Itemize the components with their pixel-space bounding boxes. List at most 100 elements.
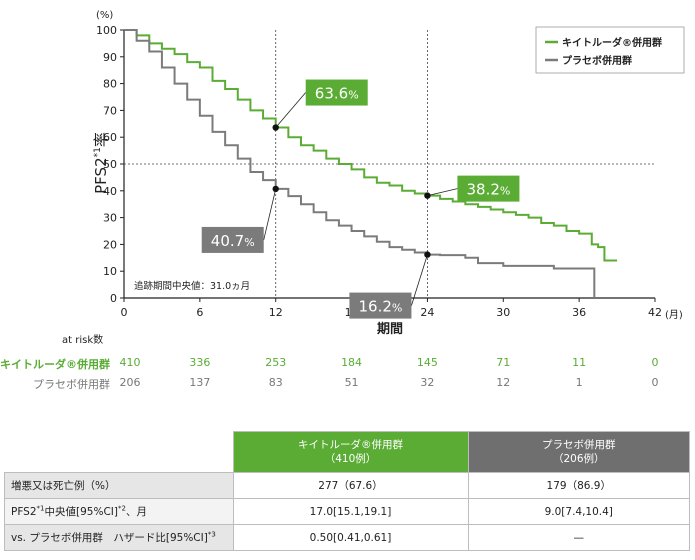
annotation-38-2-point [424, 192, 431, 199]
y-axis-title-end: 率 [92, 132, 110, 147]
annotation-16-2-pct: % [392, 302, 402, 315]
annotation-16-2-label: 16.2% [358, 298, 402, 316]
summary-row-hazard-label: vs. プラセボ併用群 ハザード比[95%CI]*3 [4, 524, 234, 551]
y-tick-label: 20 [103, 238, 117, 251]
annotation-16-2-point [424, 251, 431, 258]
y-tick-label: 60 [103, 131, 117, 144]
x-tick-label: 30 [496, 306, 510, 319]
at-risk-value: 51 [344, 376, 359, 389]
annotation-63-6-point [272, 124, 279, 131]
at-risk-value: 1 [575, 376, 583, 389]
pfs2-chart: PFS2*1率 (%) 期間 (月) 追跡期間中央値：31.0ヵ月 0 10 20 3… [92, 10, 685, 335]
summary-row-hazard: vs. プラセボ併用群 ハザード比[95%CI]*3 0.50[0.41,0.6… [4, 524, 690, 551]
annotation-40-7-point [272, 185, 279, 193]
at-risk-value: 253 [265, 356, 287, 369]
at-risk-value: 410 [119, 356, 141, 369]
summary-header-row: キイトルーダ®併用群 （410例） プラセボ併用群 （206例） [4, 431, 690, 473]
legend: キイトルーダ®併用群 プラセボ併用群 [535, 26, 685, 74]
summary-header-placebo-line1: プラセボ併用群 [542, 439, 616, 451]
summary-header-placebo: プラセボ併用群 （206例） [467, 431, 690, 473]
at-risk-value: 137 [189, 376, 211, 389]
annotation-38-2-value: 38.2 [466, 181, 499, 199]
series-lines [124, 29, 618, 298]
x-tick-label: 6 [196, 306, 203, 319]
at-risk-row-label: プラセボ併用群 [33, 378, 110, 391]
at-risk-value: 0 [651, 356, 659, 369]
at-risk-title: at risk数 [62, 335, 104, 346]
at-risk-value: 184 [341, 356, 363, 369]
annotation-40-7-box [201, 226, 264, 253]
summary-header-empty [4, 431, 234, 473]
summary-row-median-kytruda: 17.0[15.1,19.1] [232, 498, 469, 525]
x-unit-label: (月) [665, 309, 683, 321]
annotation-16-2-box [349, 292, 412, 319]
summary-row-events-kytruda: 277（67.6） [232, 472, 469, 499]
annotation-16-2-leader [411, 254, 428, 306]
summary-table: キイトルーダ®併用群 （410例） プラセボ併用群 （206例） 増悪又は死亡例… [4, 431, 690, 551]
summary-row-median: PFS2*1中央値[95%CI]*2、月 17.0[15.1,19.1] 9.0… [4, 498, 690, 525]
annotation-63-6-label: 63.6% [315, 85, 359, 103]
at-risk-value: 12 [496, 376, 511, 389]
annotation-40-7-leader [263, 188, 277, 241]
at-risk-row-placebo: プラセボ併用群 206 137 83 51 32 12 1 0 [0, 376, 695, 392]
annotations: 63.6%40.7%38.2%16.2% [201, 79, 520, 319]
at-risk-value: 0 [651, 376, 659, 389]
at-risk-value: 32 [420, 376, 435, 389]
summary-row-events: 増悪又は死亡例（%） 277（67.6） 179（86.9） [4, 472, 690, 499]
summary-header-kytruda-line1: キイトルーダ®併用群 [298, 439, 403, 451]
at-risk-row-kytruda: キイトルーダ®併用群 410 336 253 184 145 71 11 0 [0, 356, 695, 372]
summary-header-kytruda-line2: （410例） [324, 453, 377, 465]
annotation-38-2-pct: % [500, 185, 510, 198]
x-tick-label: 42 [648, 306, 662, 319]
annotation-38-2-box [457, 175, 520, 202]
ticks: 010203040506070809010006121824303642 [96, 24, 662, 319]
y-tick-label: 90 [103, 51, 117, 64]
annotation-63-6-value: 63.6 [315, 85, 348, 103]
reference-lines [124, 30, 655, 298]
summary-row-hazard-placebo: — [467, 524, 690, 551]
at-risk-value: 71 [496, 356, 511, 369]
x-tick-label: 0 [121, 306, 128, 319]
y-tick-label: 80 [103, 78, 117, 91]
y-tick-label: 30 [103, 212, 117, 225]
annotation-63-6-pct: % [348, 89, 358, 102]
annotation-63-6-box [305, 79, 368, 106]
at-risk-value: 83 [268, 376, 283, 389]
x-tick-label: 36 [572, 306, 586, 319]
y-unit-label: (%) [96, 10, 113, 21]
y-tick-label: 70 [103, 104, 117, 117]
at-risk-row-label: キイトルーダ®併用群 [0, 358, 110, 371]
series-line-kytruda [124, 29, 618, 262]
annotation-40-7-label: 40.7% [211, 232, 255, 250]
annotation-38-2-leader [427, 188, 458, 197]
at-risk-value: 145 [416, 356, 438, 369]
at-risk-value: 336 [189, 356, 211, 369]
summary-row-events-label: 増悪又は死亡例（%） [4, 472, 234, 499]
series-line-placebo [124, 29, 596, 298]
annotation-16-2-value: 16.2 [358, 298, 391, 316]
x-tick-label: 24 [420, 306, 434, 319]
y-axis-title-sup: *1 [93, 147, 103, 157]
y-tick-label: 100 [96, 24, 117, 37]
median-followup-note: 追跡期間中央値：31.0ヵ月 [134, 280, 250, 292]
y-tick-label: 10 [103, 265, 117, 278]
x-tick-label: 12 [269, 306, 283, 319]
legend-box [535, 26, 685, 74]
annotation-40-7-pct: % [244, 236, 254, 249]
annotation-38-2-label: 38.2% [466, 181, 510, 199]
summary-header-placebo-line2: （206例） [552, 453, 605, 465]
at-risk-value: 11 [572, 356, 587, 369]
y-axis-title-main: PFS2 [92, 157, 110, 193]
svg-text:PFS2*1率: PFS2*1率 [92, 132, 110, 194]
y-axis-title: PFS2*1率 [92, 132, 110, 194]
y-tick-label: 50 [103, 158, 117, 171]
y-tick-label: 40 [103, 185, 117, 198]
legend-label-placebo: プラセボ併用群 [562, 54, 632, 67]
summary-row-median-placebo: 9.0[7.4,10.4] [467, 498, 690, 525]
at-risk-value: 206 [119, 376, 141, 389]
summary-row-events-placebo: 179（86.9） [467, 472, 690, 499]
x-axis-title: 期間 [377, 322, 403, 335]
summary-row-median-label: PFS2*1中央値[95%CI]*2、月 [4, 498, 234, 525]
summary-row-hazard-kytruda: 0.50[0.41,0.61] [232, 524, 469, 551]
annotation-63-6-leader [275, 92, 307, 128]
